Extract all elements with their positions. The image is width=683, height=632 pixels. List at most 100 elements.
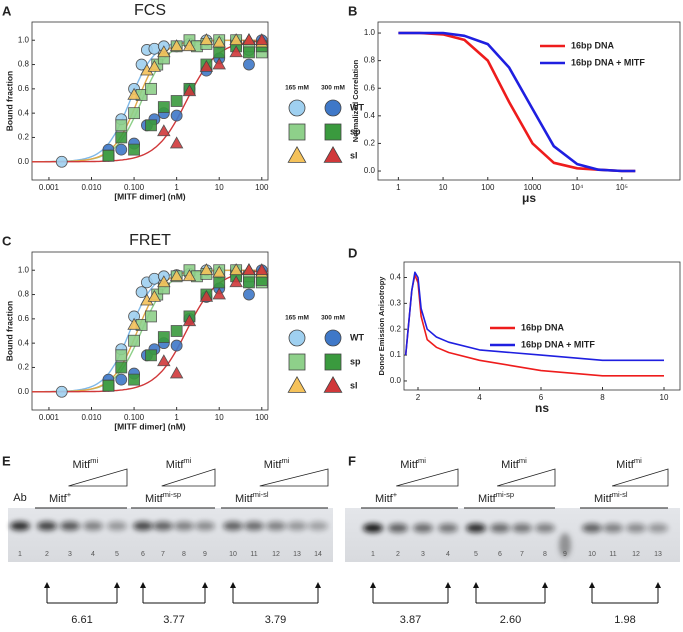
wedge-label: Mitfmi [264,456,290,471]
x-tick-label: 4 [477,393,482,402]
gel-band [648,523,668,533]
y-axis-label: Bound fraction [4,71,14,131]
legend-header: 300 mM [321,85,345,92]
lane-number: 2 [45,551,49,558]
y-tick-label: 0.2 [390,324,402,333]
x-tick-label: 10⁴ [571,183,584,192]
protein-label: Mitfmi-sl [235,490,269,505]
legend-symbol [324,99,342,117]
x-tick-label: 0.100 [124,413,145,422]
gel-band [490,523,510,533]
legend-symbol [324,353,342,371]
y-tick-label: 0.6 [18,84,30,93]
ratio-value: 2.60 [500,614,521,626]
protein-label-sup: + [393,490,398,499]
y-tick-label: 0.4 [364,111,376,120]
data-point [229,33,243,46]
y-tick-label: 0.2 [18,363,30,372]
x-axis-label: μs [522,191,536,205]
legend-symbol [323,145,343,163]
series-line [404,271,664,362]
lane-number: 12 [632,551,640,558]
x-tick-label: 8 [600,393,605,402]
gel-band [512,523,532,533]
protein-label-base: Mitf [375,493,394,505]
data-point [243,288,255,301]
y-tick-label: 0.0 [18,157,30,166]
gel-band [37,521,57,531]
x-tick-label: 1 [174,413,179,422]
titration-wedge [259,468,329,487]
wedge-label: Mitfmi [501,456,527,471]
lane-number: 13 [293,551,301,558]
data-point [255,263,269,276]
gel-band [244,521,264,531]
legend-header: 165 mM [285,315,309,322]
data-point [229,45,243,58]
wedge-label-sup: mi [634,456,642,465]
lane-number: 6 [141,551,145,558]
y-tick-label: 0.6 [364,83,376,92]
fit-curve [32,269,268,393]
data-point [170,109,183,122]
protein-label-sup: + [67,490,72,499]
wedge-label: Mitfmi [73,456,99,471]
data-point [170,95,183,107]
data-point [157,331,170,343]
data-point [128,373,140,386]
data-point [157,101,170,113]
lane-number: 3 [68,551,72,558]
gel-band [266,521,286,531]
data-point [170,325,183,337]
lane-number: 11 [250,551,257,558]
fit-curve [32,40,268,163]
data-point [169,136,184,149]
titration-wedge [497,468,556,487]
wedge-label-sup: mi [183,456,191,465]
y-axis-label: Normalized Correlation [351,59,360,142]
protein-label-base: Mitf [478,493,497,505]
y-axis-label: Bound fraction [4,301,14,361]
wedge-label-base: Mitf [166,459,185,471]
gel-band [626,523,646,533]
data-point [199,33,214,46]
data-point [169,366,184,379]
y-tick-label: 0.1 [390,350,402,359]
lane-number: 10 [229,551,237,558]
series-line [404,274,664,377]
data-point [169,39,184,52]
protein-label-base: Mitf [594,493,613,505]
x-axis-label: ns [535,401,549,415]
data-point [157,275,171,288]
x-tick-label: 100 [255,413,269,422]
x-tick-label: 0.001 [39,413,60,422]
data-point [102,149,115,162]
plot-frame [377,21,681,181]
gel-band [223,521,243,531]
gel-band [438,523,458,533]
protein-label-base: Mitf [49,493,68,505]
legend-symbol [288,99,306,117]
data-point [242,263,256,276]
plot-frame [31,21,269,181]
data-point [182,84,197,97]
protein-label-sup: mi-sp [496,490,514,499]
lane-number: 1 [18,551,22,558]
gel-band [133,521,153,531]
data-point [115,349,128,362]
lane-number: 5 [474,551,478,558]
chart-title: FCS [134,2,166,19]
fit-curve [32,269,268,393]
data-point [182,269,197,282]
data-point [145,310,157,323]
lane-number: 14 [314,551,322,558]
data-point [145,82,157,95]
x-tick-label: 2 [416,393,421,402]
lane-number: 7 [520,551,524,558]
wedge-label-sup: mi [418,456,426,465]
data-point [170,339,183,352]
gel-band [388,523,408,533]
fit-curve [32,39,268,163]
x-tick-label: 0.010 [81,413,102,422]
protein-label-base: Mitf [145,493,164,505]
